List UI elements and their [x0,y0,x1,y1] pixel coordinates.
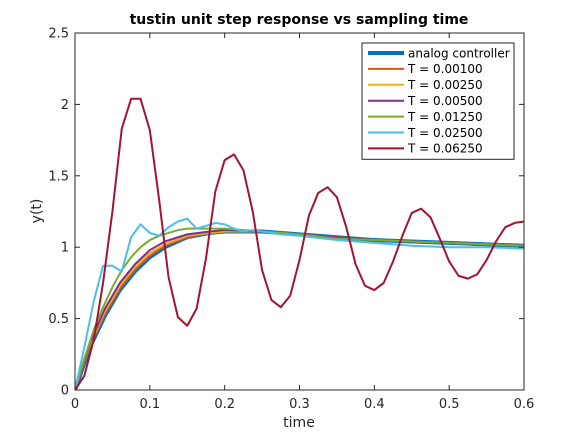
x-tick-label: 0 [71,397,79,412]
x-tick-label: 0.3 [289,397,310,412]
series-line-7 [75,97,524,390]
legend-entry-5: T = 0.01250 [407,110,483,124]
x-tick-label: 0.1 [139,397,160,412]
y-tick-label: 1 [61,241,69,256]
y-tick-label: 2 [61,98,69,113]
y-axis-label: y(t) [29,199,45,224]
legend-entry-4: T = 0.00500 [407,94,483,108]
legend-entry-2: T = 0.00100 [407,62,483,76]
y-tick-label: 0.5 [48,312,69,327]
legend: analog controller T = 0.00100 T = 0.00250 T… [361,42,515,160]
x-tick-label: 0.6 [514,397,535,412]
y-tick-label: 0 [61,384,69,399]
legend-entry-3: T = 0.00250 [407,78,483,92]
x-axis-label: time [283,415,315,431]
x-tick-label: 0.2 [214,397,235,412]
series-line-5 [75,227,524,390]
chart-title: tustin unit step response vs sampling ti… [130,12,469,28]
x-tick-label: 0.5 [439,397,460,412]
legend-entry-6: T = 0.02500 [407,126,483,140]
y-tick-label: 1.5 [48,169,69,184]
y-tick-label: 2.5 [48,27,69,42]
x-tick-label: 0.4 [364,397,385,412]
legend-entry-7: T = 0.06250 [407,142,483,156]
series-lines [75,97,524,390]
legend-entry-1: analog controller [408,46,510,60]
